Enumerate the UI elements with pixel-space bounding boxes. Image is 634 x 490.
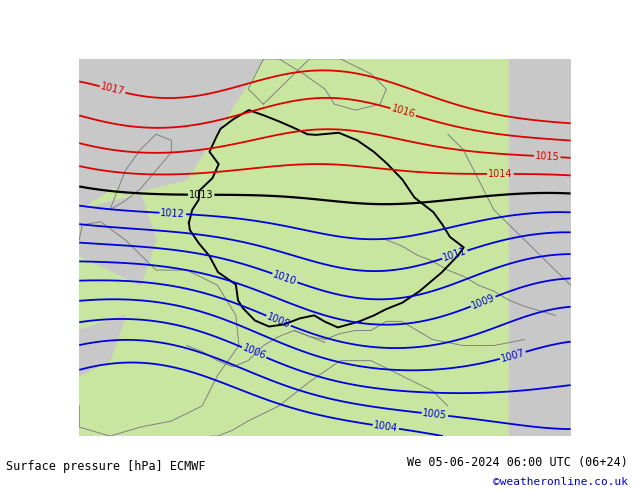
Polygon shape xyxy=(79,59,279,195)
Text: 1011: 1011 xyxy=(442,246,468,263)
Text: ©weatheronline.co.uk: ©weatheronline.co.uk xyxy=(493,477,628,488)
Text: 1007: 1007 xyxy=(500,347,526,364)
Text: 1006: 1006 xyxy=(241,343,268,362)
Text: 1005: 1005 xyxy=(422,408,448,421)
Polygon shape xyxy=(79,316,126,376)
Text: 1016: 1016 xyxy=(390,104,417,120)
Text: 1008: 1008 xyxy=(266,312,292,330)
Polygon shape xyxy=(79,195,156,285)
Text: 1004: 1004 xyxy=(373,420,399,434)
Text: Surface pressure [hPa] ECMWF: Surface pressure [hPa] ECMWF xyxy=(6,460,206,473)
Text: 1017: 1017 xyxy=(100,82,126,98)
Text: We 05-06-2024 06:00 UTC (06+24): We 05-06-2024 06:00 UTC (06+24) xyxy=(407,456,628,469)
Text: 1010: 1010 xyxy=(272,269,298,287)
Text: 1014: 1014 xyxy=(488,169,513,179)
Text: 1015: 1015 xyxy=(534,151,560,162)
Polygon shape xyxy=(79,59,294,210)
Polygon shape xyxy=(79,59,571,436)
Text: 1012: 1012 xyxy=(160,208,185,219)
Polygon shape xyxy=(509,59,571,436)
Text: 1013: 1013 xyxy=(189,190,214,200)
Text: 1009: 1009 xyxy=(470,293,496,311)
